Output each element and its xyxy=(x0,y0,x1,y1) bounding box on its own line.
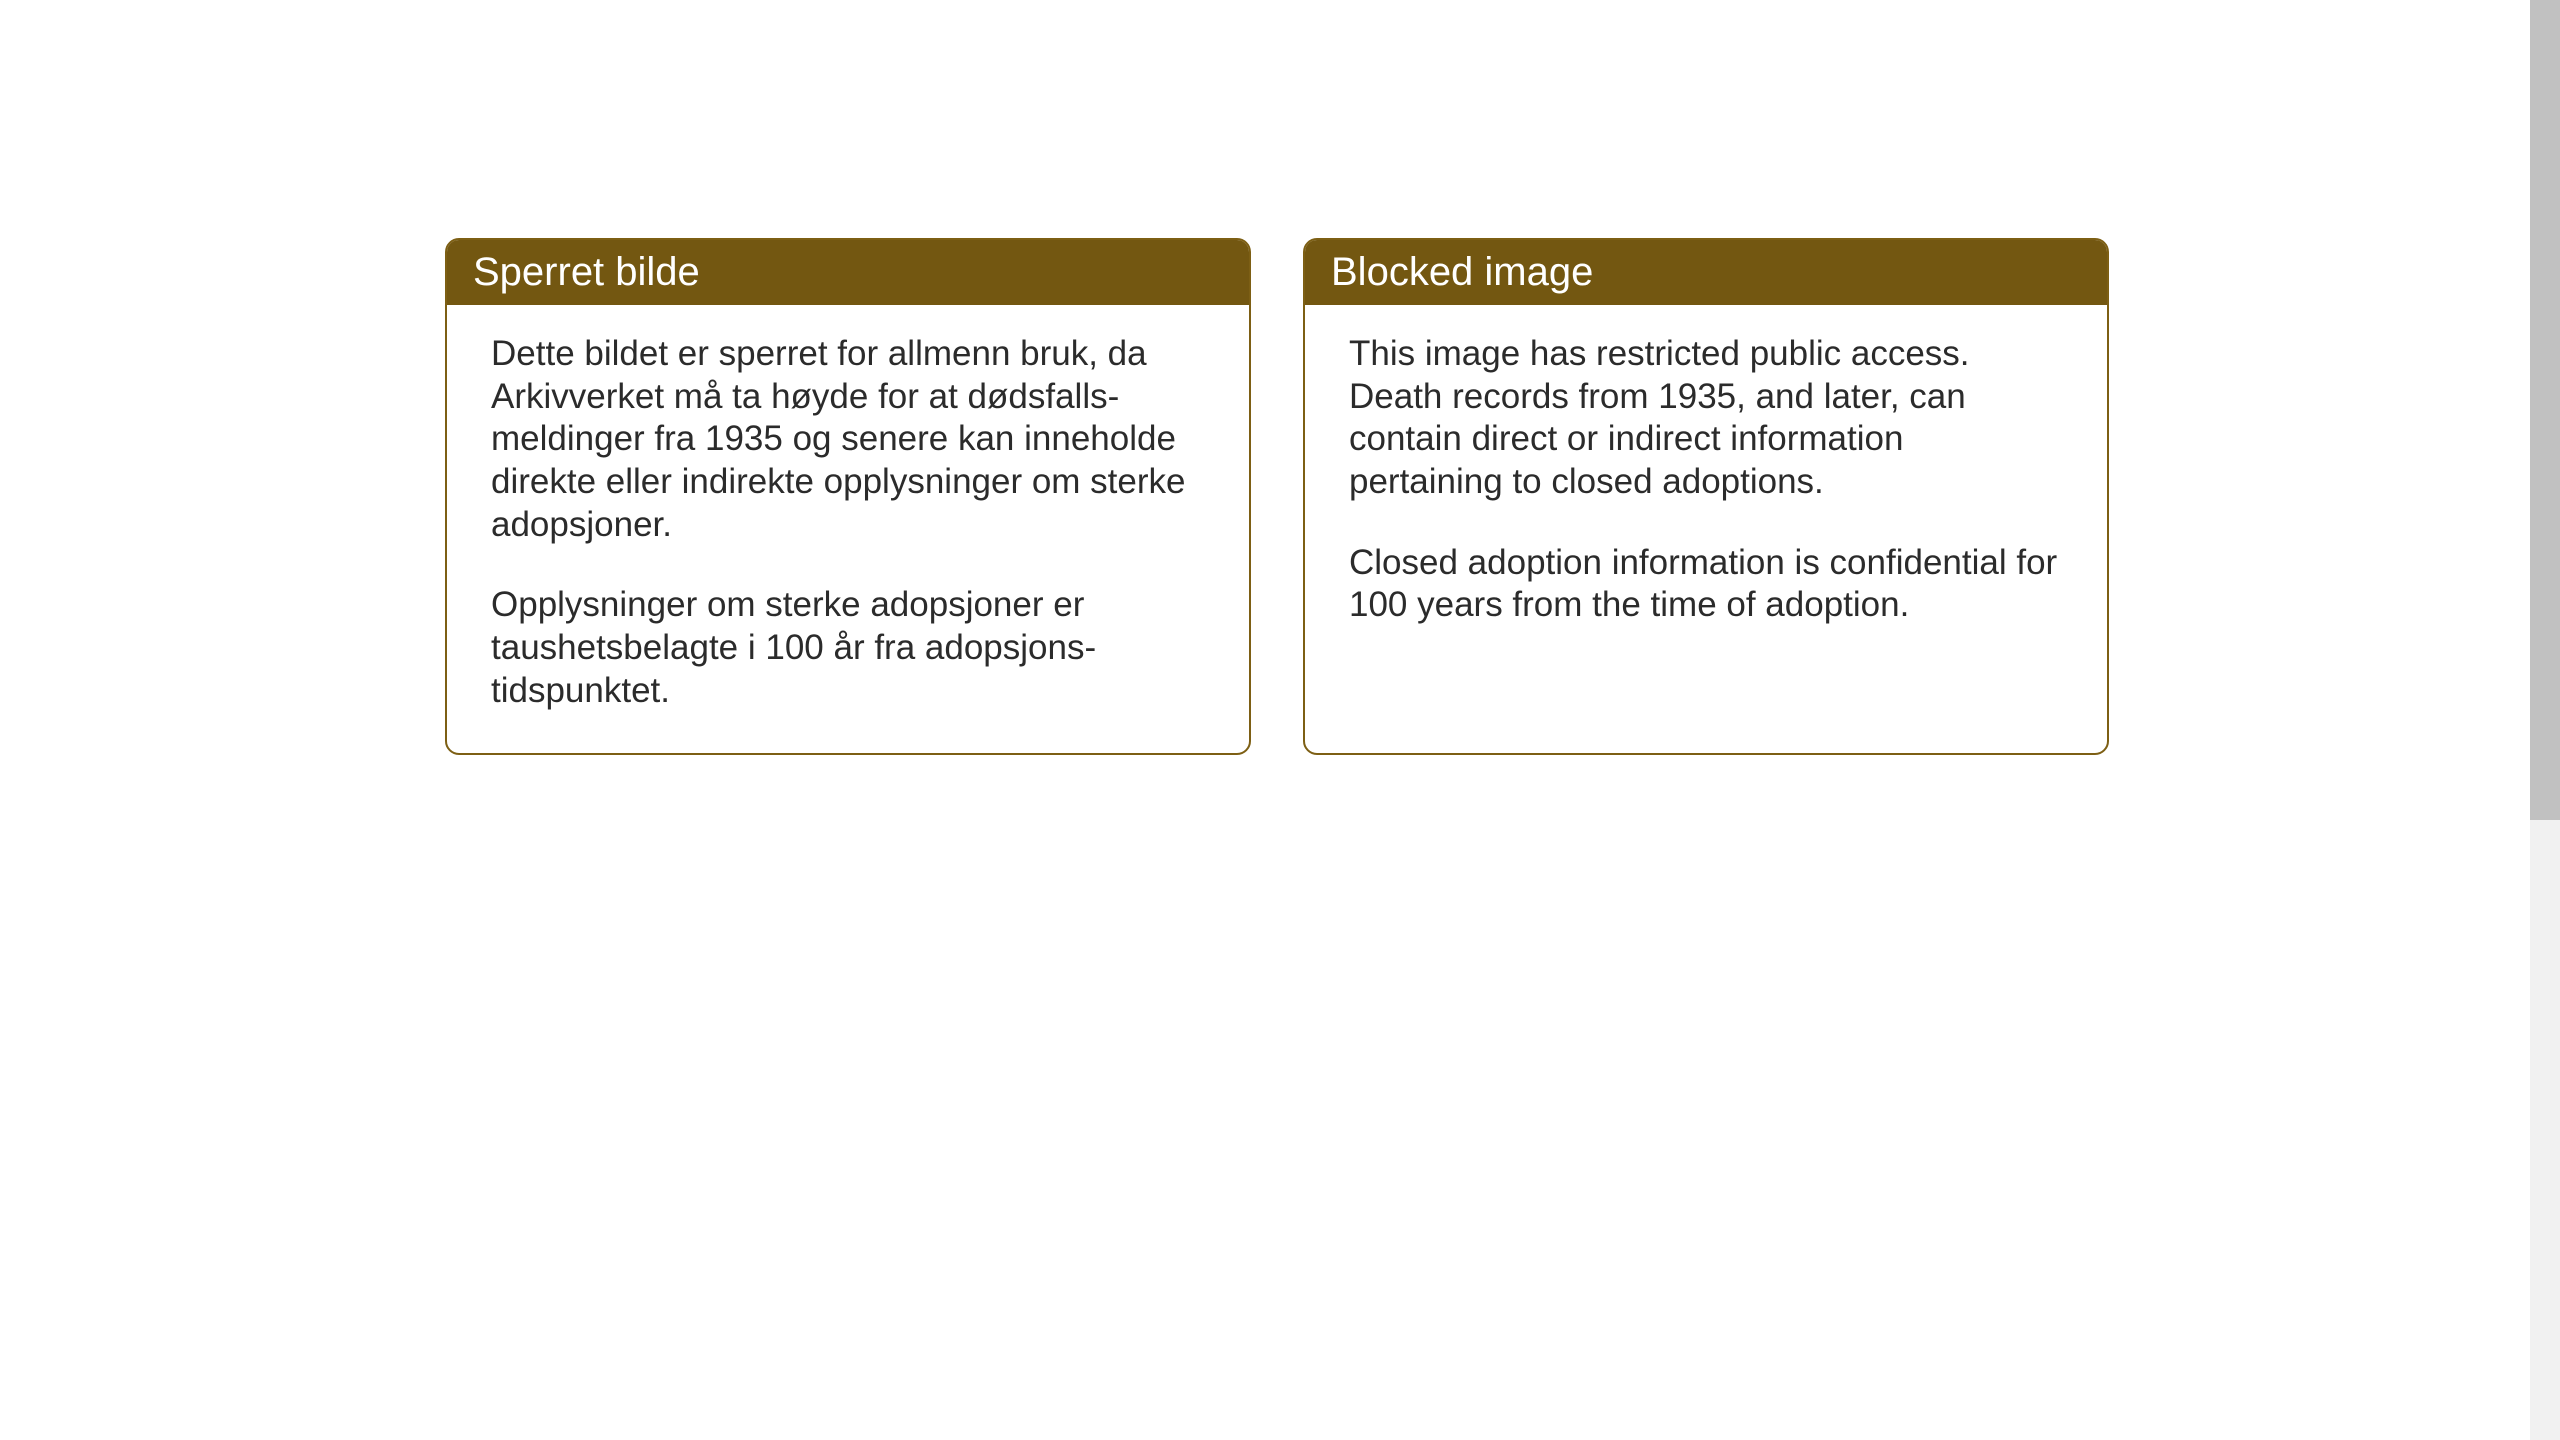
card-header-norwegian: Sperret bilde xyxy=(447,240,1249,305)
paragraph-english-1: This image has restricted public access.… xyxy=(1349,333,2063,504)
scrollbar-thumb[interactable] xyxy=(2530,0,2560,820)
card-header-english: Blocked image xyxy=(1305,240,2107,305)
card-body-norwegian: Dette bildet er sperret for allmenn bruk… xyxy=(447,305,1249,753)
scrollbar-track[interactable] xyxy=(2530,0,2560,1440)
card-english: Blocked image This image has restricted … xyxy=(1303,238,2109,755)
paragraph-norwegian-1: Dette bildet er sperret for allmenn bruk… xyxy=(491,333,1205,546)
card-title-norwegian: Sperret bilde xyxy=(473,250,700,294)
card-title-english: Blocked image xyxy=(1331,250,1593,294)
paragraph-english-2: Closed adoption information is confident… xyxy=(1349,542,2063,627)
card-body-english: This image has restricted public access.… xyxy=(1305,305,2107,667)
paragraph-norwegian-2: Opplysninger om sterke adopsjoner er tau… xyxy=(491,584,1205,712)
card-norwegian: Sperret bilde Dette bildet er sperret fo… xyxy=(445,238,1251,755)
cards-container: Sperret bilde Dette bildet er sperret fo… xyxy=(445,238,2109,755)
